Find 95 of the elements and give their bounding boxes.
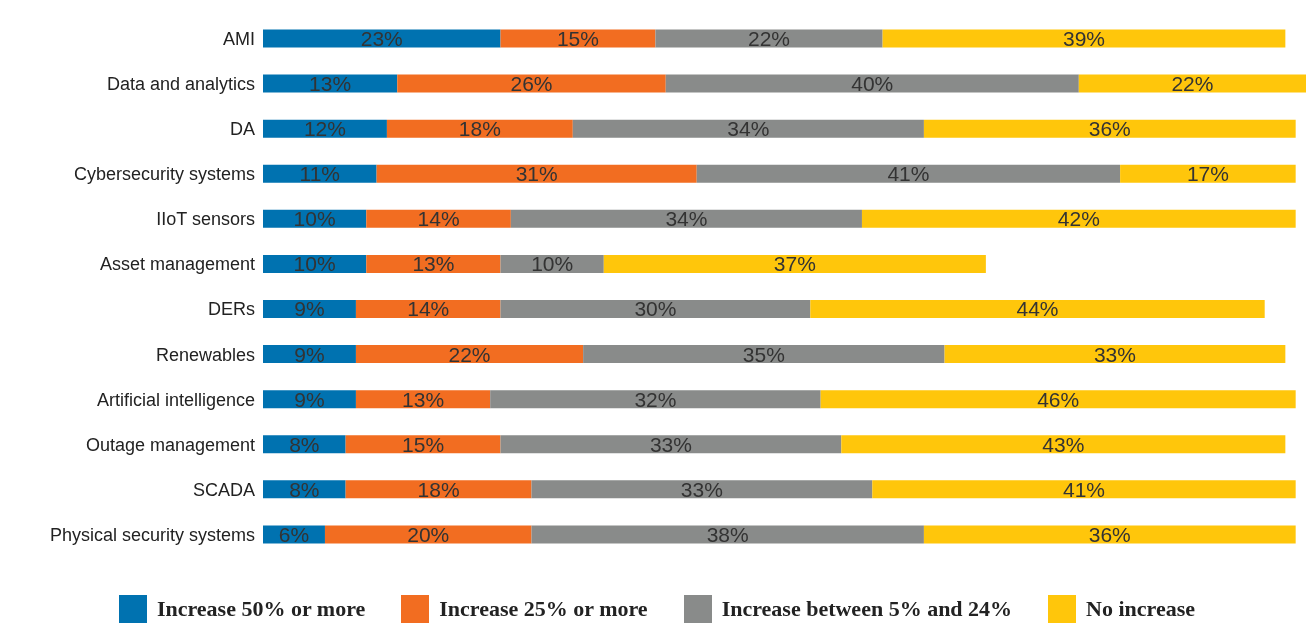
data-label: 6% [278,522,310,546]
bar [1120,164,1296,183]
data-label: 8% [289,432,320,456]
data-label: 10% [293,252,336,276]
bar [841,435,1286,454]
bar [490,390,821,409]
bar [572,119,924,138]
legend-label: Increase between 5% and 24% [721,596,1013,622]
bar [696,164,1121,183]
data-label: 31% [515,162,558,186]
bar [345,435,501,454]
y-tick-label: AMI [222,28,255,49]
bar [1078,74,1306,93]
data-label: 13% [402,387,445,411]
y-tick-label: Renewables [155,344,255,365]
data-label: 34% [727,117,770,141]
data-label: 10% [531,252,574,276]
bar [861,209,1296,228]
data-label: 10% [293,207,336,231]
y-tick-label: Asset management [99,254,255,275]
data-label: 13% [412,252,455,276]
bar [500,435,842,454]
data-label: 40% [851,72,894,96]
bar [263,29,501,48]
bar [531,525,924,544]
data-label: 14% [407,297,450,321]
bar [500,300,811,319]
data-label: 14% [417,207,460,231]
bar [324,525,532,544]
data-label: 35% [742,342,785,366]
data-label: 12% [303,117,346,141]
data-label: 33% [649,432,692,456]
data-label: 41% [1062,477,1105,501]
bar [810,300,1265,319]
bar [510,209,862,228]
bar [944,345,1286,364]
bar [397,74,666,93]
data-label: 13% [309,72,352,96]
data-label: 15% [556,26,599,50]
data-label: 43% [1042,432,1085,456]
bar [665,74,1079,93]
data-label: 22% [1171,72,1214,96]
bar [655,29,883,48]
data-label: 11% [299,162,341,186]
data-label: 33% [1093,342,1136,366]
data-label: 44% [1016,297,1059,321]
data-label: 17% [1186,162,1229,186]
bar [872,480,1296,499]
bar [820,390,1296,409]
data-label: 34% [665,207,708,231]
data-label: 20% [407,522,450,546]
data-label: 9% [294,342,325,366]
y-tick-label: Artificial intelligence [96,389,255,410]
data-label: 15% [402,432,445,456]
y-tick-label: Data and analytics [106,74,255,95]
data-label: 41% [887,162,930,186]
data-label: 32% [634,387,677,411]
data-label: 23% [360,26,403,50]
data-label: 36% [1088,117,1131,141]
data-label: 42% [1057,207,1100,231]
y-tick-label: SCADA [192,479,255,500]
data-label: 8% [289,477,320,501]
bar [882,29,1286,48]
data-label: 36% [1088,522,1131,546]
legend-label: No increase [1086,596,1196,622]
data-label: 18% [417,477,460,501]
y-tick-label: IIoT sensors [156,209,255,230]
data-label: 9% [294,387,325,411]
data-label: 26% [510,72,553,96]
data-label: 37% [773,252,816,276]
data-label: 39% [1062,26,1105,50]
bar [355,345,584,364]
data-label: 18% [458,117,501,141]
data-label: 38% [706,522,749,546]
bar [386,119,573,138]
y-tick-label: Physical security systems [49,524,255,545]
bar [603,254,986,273]
bar [345,480,532,499]
data-label: 30% [634,297,677,321]
y-tick-label: Cybersecurity systems [73,164,255,185]
data-label: 22% [747,26,791,50]
bar [531,480,873,499]
bar [923,525,1296,544]
y-tick-label: DERs [207,299,255,320]
data-label: 33% [680,477,723,501]
data-label: 9% [294,297,325,321]
data-label: 22% [448,342,491,366]
data-label: 46% [1037,387,1080,411]
legend-label: Increase 25% or more [439,596,648,622]
bar [923,119,1296,138]
legend-label: Increase 50% or more [156,596,366,622]
bar [376,164,697,183]
y-tick-label: Outage management [85,434,255,455]
y-tick-label: DA [229,119,255,140]
bar [583,345,945,364]
